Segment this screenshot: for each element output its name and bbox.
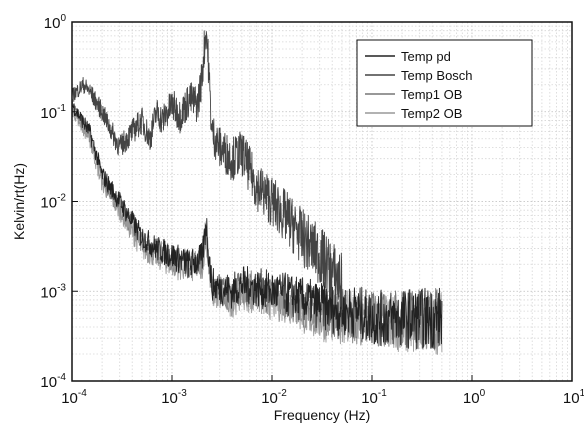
x-tick-label: 10-3 [161,388,187,407]
series-line-1 [71,30,343,313]
x-tick-label: 10-2 [261,388,287,407]
x-tick-label: 100 [463,388,486,407]
x-tick-label: 10-1 [361,388,387,407]
y-tick-label: 100 [44,13,67,32]
y-tick-label: 10-4 [40,372,66,391]
tick-labels: 10-4 10-3 10-2 10-1 100 101 10-4 10-3 10-2 10-1 10… [40,13,584,407]
legend-box [356,39,533,127]
y-tick-label: 10-2 [40,193,66,212]
x-axis-label: Frequency (Hz) [274,407,370,423]
series-layer [71,30,443,355]
legend-label: Temp pd [401,49,451,64]
legend-label: Temp1 OB [401,87,462,102]
legend-label: Temp2 OB [401,106,462,121]
y-tick-label: 10-3 [40,282,66,301]
legend-label: Temp Bosch [401,68,473,83]
y-tick-label: 10-1 [40,103,66,122]
x-tick-label: 101 [563,388,584,407]
x-tick-label: 10-4 [61,388,87,407]
y-axis-label: Kelvin/rt(Hz) [11,163,27,240]
series-line-0 [71,103,443,350]
legend: Temp pd Temp Bosch Temp1 OB Temp2 OB [356,39,533,127]
